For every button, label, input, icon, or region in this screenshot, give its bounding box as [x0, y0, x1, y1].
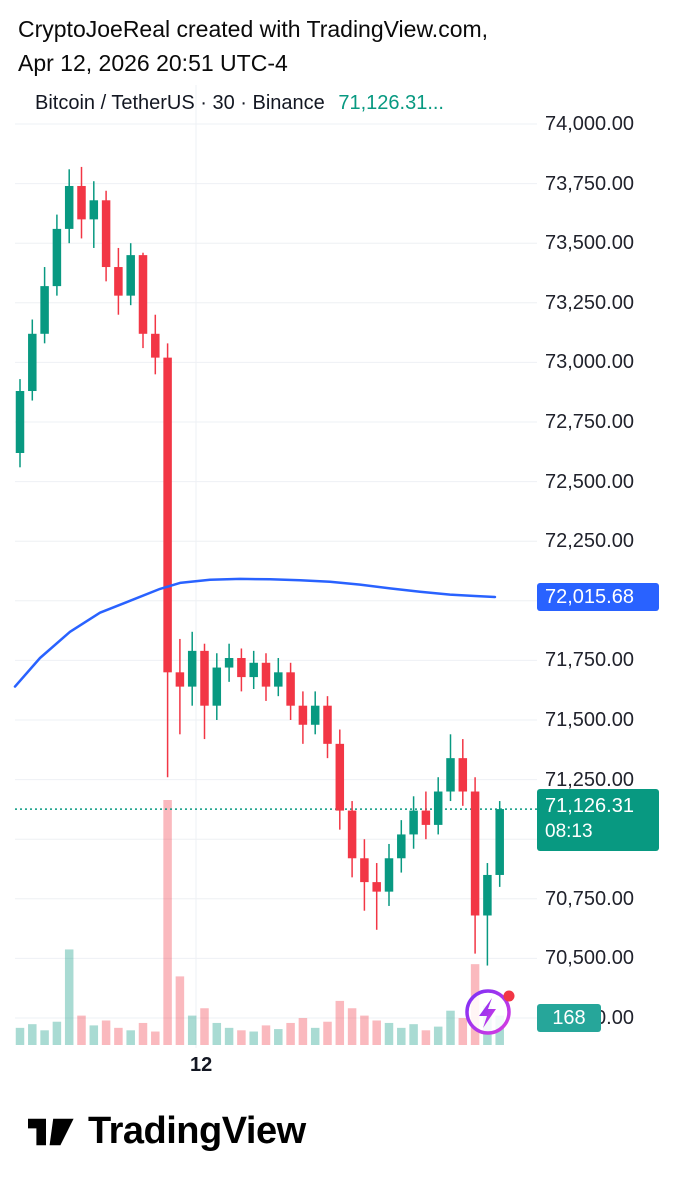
- tradingview-logomark-icon: [28, 1118, 74, 1145]
- lightning-bolt-icon: [479, 998, 496, 1028]
- time-scale[interactable]: 12: [0, 1050, 540, 1082]
- flash-button-icon[interactable]: [462, 984, 518, 1040]
- bar-countdown: 08:13: [545, 821, 593, 843]
- tradingview-wordmark: TradingView: [88, 1110, 306, 1152]
- symbol-title: Bitcoin / TetherUS · 30 · Binance: [35, 92, 325, 114]
- attribution-line2: Apr 12, 2026 20:51 UTC-4: [18, 50, 288, 76]
- notification-dot: [503, 990, 515, 1002]
- volume-badge: 168: [537, 1004, 601, 1032]
- last-price-value: 71,126.31: [545, 795, 634, 818]
- attribution-line1: CryptoJoeReal created with TradingView.c…: [18, 16, 489, 42]
- ma-price-badge: 72,015.68: [537, 583, 659, 612]
- last-price-badge: 71,126.31 08:13: [537, 789, 659, 852]
- footer-logo[interactable]: TradingView: [28, 1110, 306, 1153]
- symbol-last-price: 71,126.31...: [338, 92, 444, 114]
- attribution: CryptoJoeReal created with TradingView.c…: [18, 12, 488, 80]
- time-axis-label: 12: [190, 1054, 213, 1076]
- chart-legend[interactable]: Bitcoin / TetherUS · 30 · Binance 71,126…: [35, 92, 444, 115]
